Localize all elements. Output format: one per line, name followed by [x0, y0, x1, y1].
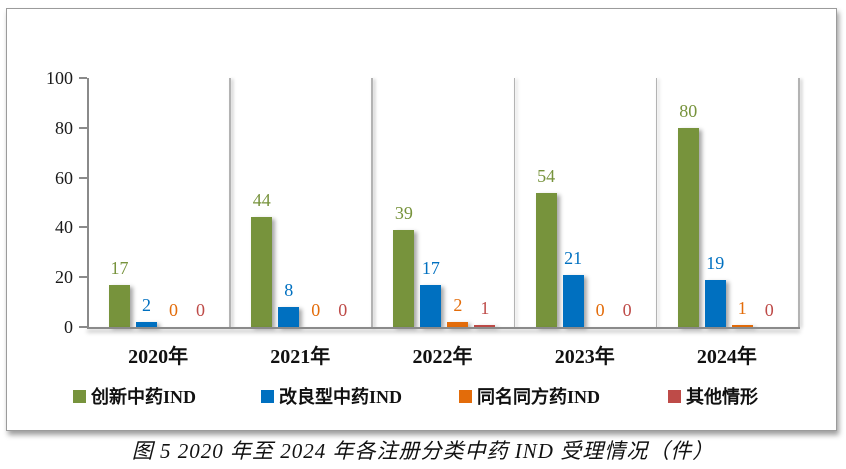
- legend-label-other-cases: 其他情形: [686, 387, 758, 407]
- bar-value-label-improved-tcm-ind-2021年: 8: [284, 280, 294, 301]
- bar-value-label-innovative-tcm-ind-2020年: 17: [110, 257, 129, 278]
- bar-same-name-same-formula-ind-2022年: [447, 322, 469, 327]
- plot-area: 0 20 40 60 80 100 17 44 39 54 80 2 8 17 21 19 0 0 2 0 1 0 0 1 0 0…: [7, 9, 836, 430]
- bar-value-label-improved-tcm-ind-2024年: 19: [706, 252, 725, 273]
- x-axis-line: [87, 327, 800, 329]
- legend-label-same-name-same-formula-ind: 同名同方药IND: [477, 387, 601, 407]
- bar-value-label-other-cases-2023年: 0: [622, 300, 632, 320]
- y-axis-tick: [79, 276, 87, 279]
- bar-value-label-other-cases-2024年: 0: [764, 300, 774, 320]
- bar-improved-tcm-ind-2020年: [136, 322, 157, 327]
- y-axis-tick-label: 60: [55, 167, 73, 188]
- category-separator-line: [513, 78, 516, 327]
- bar-innovative-tcm-ind-2023年: [535, 192, 557, 327]
- category-separator-line: [798, 78, 800, 327]
- legend-swatch-improved-tcm-ind: [261, 389, 274, 403]
- bar-value-label-innovative-tcm-ind-2023年: 54: [537, 165, 556, 186]
- x-axis-label-2023年: 2023年: [554, 346, 615, 368]
- bar-value-label-improved-tcm-ind-2020年: 2: [142, 295, 151, 316]
- bar-value-label-improved-tcm-ind-2022年: 17: [421, 257, 440, 278]
- bar-value-label-same-name-same-formula-ind-2021年: 0: [311, 300, 321, 320]
- bar-value-label-innovative-tcm-ind-2022年: 39: [394, 202, 413, 223]
- bar-value-label-improved-tcm-ind-2023年: 21: [564, 247, 583, 268]
- y-axis-line: [87, 78, 89, 329]
- bar-value-label-innovative-tcm-ind-2024年: 80: [679, 100, 698, 121]
- y-axis-tick-label: 20: [55, 267, 73, 288]
- y-axis-tick: [79, 226, 87, 229]
- bar-value-label-same-name-same-formula-ind-2023年: 0: [595, 300, 605, 320]
- bar-innovative-tcm-ind-2024年: [677, 127, 699, 327]
- legend-item-same-name-same-formula-ind: 同名同方药IND: [459, 383, 600, 409]
- x-axis-label-2024年: 2024年: [696, 346, 757, 368]
- x-axis-label-2020年: 2020年: [128, 346, 189, 368]
- legend-item-other-cases: 其他情形: [668, 383, 758, 409]
- y-axis-tick-label: 40: [55, 217, 73, 238]
- y-axis-tick: [79, 326, 87, 328]
- category-separator-line: [229, 78, 231, 327]
- bar-improved-tcm-ind-2023年: [562, 274, 584, 327]
- y-axis-tick-label: 100: [46, 68, 73, 88]
- category-separator-line: [371, 78, 373, 327]
- bar-value-label-same-name-same-formula-ind-2020年: 0: [169, 300, 178, 320]
- y-axis-tick: [79, 126, 87, 129]
- bar-value-label-innovative-tcm-ind-2021年: 44: [252, 190, 271, 211]
- bar-value-label-same-name-same-formula-ind-2022年: 2: [453, 295, 463, 316]
- x-axis-label-2022年: 2022年: [412, 346, 473, 368]
- legend-swatch-other-cases: [668, 389, 681, 403]
- y-axis-tick-label: 80: [55, 117, 73, 138]
- bar-improved-tcm-ind-2021年: [278, 307, 300, 327]
- legend-item-innovative-tcm-ind: 创新中药IND: [73, 383, 196, 409]
- y-axis-tick-label: 0: [64, 317, 73, 337]
- bar-innovative-tcm-ind-2021年: [251, 217, 273, 327]
- bar-innovative-tcm-ind-2022年: [393, 229, 415, 327]
- y-axis-tick: [79, 176, 87, 179]
- legend-label-innovative-tcm-ind: 创新中药IND: [91, 387, 197, 407]
- bar-improved-tcm-ind-2022年: [420, 284, 442, 327]
- bar-value-label-other-cases-2020年: 0: [196, 300, 205, 320]
- bar-value-label-other-cases-2021年: 0: [338, 300, 348, 320]
- figure-caption: 图 5 2020 年至 2024 年各注册分类中药 IND 受理情况（件）: [131, 439, 715, 463]
- category-separator-line: [655, 78, 658, 327]
- bar-same-name-same-formula-ind-2024年: [731, 324, 753, 327]
- bar-value-label-other-cases-2022年: 1: [480, 297, 490, 318]
- bar-improved-tcm-ind-2024年: [704, 279, 726, 327]
- bar-innovative-tcm-ind-2020年: [109, 284, 130, 327]
- bar-other-cases-2022年: [474, 324, 496, 327]
- bar-value-label-same-name-same-formula-ind-2024年: 1: [737, 297, 747, 318]
- legend-label-improved-tcm-ind: 改良型中药IND: [279, 387, 403, 407]
- x-axis-label-2021年: 2021年: [270, 346, 331, 368]
- y-axis-tick: [79, 77, 87, 79]
- chart-frame: 0 20 40 60 80 100 17 44 39 54 80 2 8 17 21 19 0 0 2 0 1 0 0 1 0 0…: [6, 8, 837, 431]
- legend-swatch-same-name-same-formula-ind: [459, 389, 472, 403]
- legend-item-improved-tcm-ind: 改良型中药IND: [261, 383, 402, 409]
- legend-swatch-innovative-tcm-ind: [73, 389, 86, 403]
